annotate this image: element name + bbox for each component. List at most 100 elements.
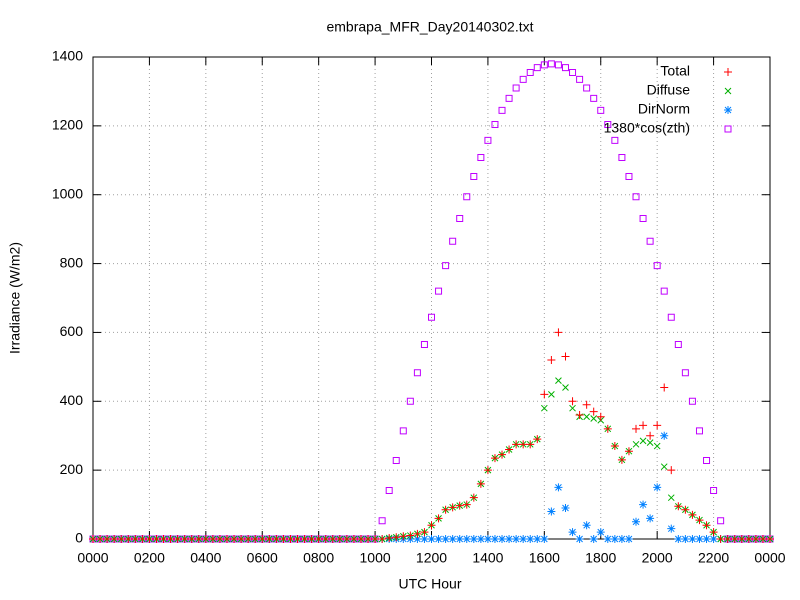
data-point [660, 463, 668, 471]
data-point [674, 502, 683, 511]
data-point [356, 535, 365, 543]
data-point [166, 535, 175, 543]
data-point [554, 328, 563, 337]
data-point [548, 391, 555, 398]
data-point [702, 535, 711, 543]
data-point [349, 535, 358, 543]
data-point [300, 535, 309, 543]
x-axis-label: UTC Hour [398, 576, 461, 592]
data-point [731, 535, 739, 543]
data-point [470, 172, 478, 180]
data-point [526, 535, 535, 543]
data-point [237, 535, 245, 543]
y-tick-label: 200 [60, 461, 84, 477]
data-point [639, 437, 647, 445]
data-point [653, 262, 661, 270]
data-point [688, 510, 697, 519]
data-point [660, 383, 669, 392]
y-tick-label: 400 [60, 392, 84, 408]
data-point [667, 313, 675, 321]
legend-symbol [724, 106, 732, 114]
data-point [301, 535, 309, 543]
data-point [526, 68, 534, 76]
data-point [624, 447, 633, 456]
data-point [710, 486, 718, 494]
data-point [695, 516, 704, 525]
data-point [307, 535, 316, 543]
data-point [717, 517, 725, 525]
data-point [201, 535, 210, 543]
x-tick-label: 0000 [77, 550, 108, 566]
data-point [547, 60, 555, 68]
data-point [110, 535, 119, 543]
data-point [462, 535, 471, 543]
legend-symbol [724, 125, 732, 133]
data-point [103, 535, 112, 543]
data-point [632, 424, 641, 433]
data-point [427, 521, 436, 530]
data-point [632, 517, 641, 526]
data-point [441, 535, 450, 543]
data-point [251, 535, 259, 543]
data-point [329, 535, 337, 543]
data-point [569, 68, 577, 76]
data-point [456, 214, 464, 222]
data-point [526, 440, 535, 449]
data-point [428, 313, 435, 321]
data-point [167, 535, 175, 543]
data-point [187, 535, 196, 543]
x-tick-label: 2200 [698, 550, 729, 566]
data-point [674, 340, 682, 348]
data-point [413, 369, 421, 377]
x-tick-label: 1000 [360, 550, 391, 566]
data-point [420, 340, 428, 348]
x-tick-label: 0400 [190, 550, 221, 566]
data-point [455, 501, 464, 510]
data-point [244, 535, 253, 543]
data-point [215, 535, 224, 543]
data-point [576, 75, 584, 83]
data-point [434, 514, 443, 523]
data-point [639, 500, 648, 509]
data-point [160, 535, 168, 543]
data-point [89, 535, 97, 543]
data-point [702, 521, 711, 530]
y-axis-label: Irradiance (W/m2) [7, 242, 23, 354]
data-point [469, 535, 478, 543]
data-point [589, 535, 598, 543]
x-tick-label: 1600 [529, 550, 560, 566]
data-point [660, 431, 669, 440]
data-point [667, 524, 676, 533]
data-point [476, 479, 485, 488]
data-point [208, 535, 217, 543]
data-point [272, 535, 281, 543]
data-point [716, 535, 725, 543]
data-point [392, 457, 400, 465]
x-tick-label: 1400 [472, 550, 503, 566]
data-point [251, 535, 260, 543]
data-point [314, 535, 323, 543]
data-point [230, 535, 239, 543]
data-point [449, 237, 457, 245]
data-point [498, 106, 506, 114]
data-point [688, 535, 697, 543]
data-point [568, 528, 577, 537]
data-point [258, 535, 267, 543]
data-point [138, 535, 146, 543]
data-point [293, 535, 302, 543]
data-point [561, 352, 570, 361]
data-point [596, 528, 605, 537]
data-point [519, 535, 528, 543]
data-point [483, 466, 492, 475]
legend-label: Diffuse [647, 82, 691, 98]
data-point [745, 535, 753, 543]
data-point [463, 193, 471, 201]
data-point [554, 61, 562, 69]
data-point [547, 507, 556, 516]
data-point [730, 535, 739, 543]
data-point [583, 413, 590, 421]
data-point [533, 435, 542, 444]
x-tick-label: 1800 [585, 550, 616, 566]
data-point [96, 535, 105, 543]
data-point [709, 528, 718, 537]
